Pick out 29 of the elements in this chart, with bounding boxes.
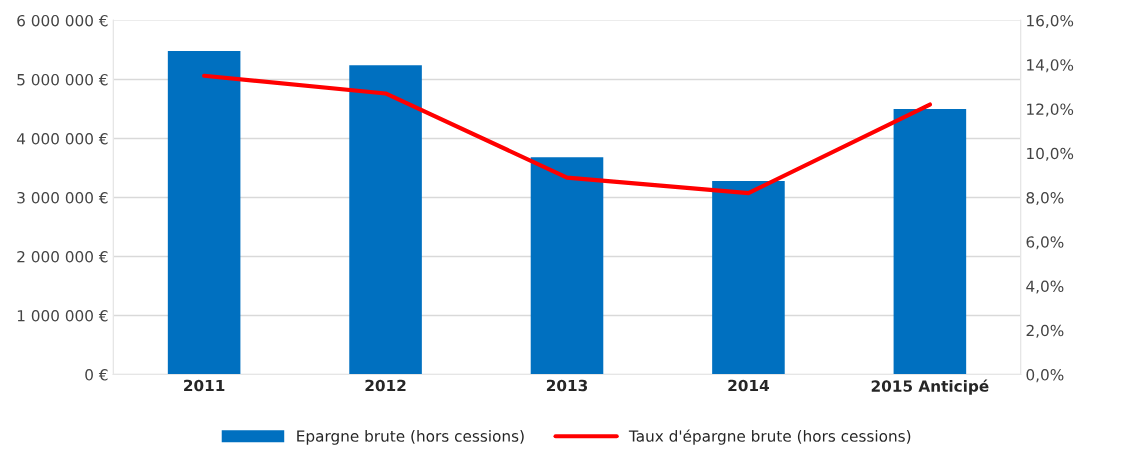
- y-tick-label: 6 000 000 €: [17, 14, 108, 27]
- line-series: [202, 73, 932, 196]
- legend-label: Epargne brute (hors cessions): [297, 430, 524, 445]
- bar: [349, 65, 422, 375]
- x-tick-label: 2011: [184, 379, 225, 392]
- x-tick-label: 2015 Anticipé: [871, 379, 989, 395]
- y2-tick-label: 12,0%: [1027, 103, 1074, 117]
- x-tick-label: 2013: [546, 379, 588, 392]
- y-tick-label: 4 000 000 €: [16, 132, 108, 145]
- y-tick-label: 1 000 000 €: [17, 310, 108, 322]
- y2-tick-label: 14,0%: [1027, 59, 1074, 73]
- y2-tick-label: 6,0%: [1026, 236, 1064, 250]
- bar: [712, 180, 785, 375]
- legend-label: Taux d'épargne brute (hors cessions): [628, 429, 911, 445]
- y2-tick-label: 16,0%: [1027, 14, 1074, 29]
- x-tick-label: 2014: [728, 379, 769, 392]
- bar: [530, 157, 604, 375]
- y2-tick-label: 8,0%: [1026, 191, 1064, 206]
- x-tick-label: 2012: [365, 379, 406, 392]
- y-tick-label: 2 000 000 €: [17, 250, 108, 263]
- y-tick-label: 3 000 000 €: [17, 191, 108, 204]
- y-tick-label: 5 000 000 €: [17, 73, 108, 86]
- y2-tick-label: 0,0%: [1026, 369, 1064, 383]
- y-tick-label: 0 €: [85, 369, 108, 381]
- y2-tick-label: 10,0%: [1027, 147, 1074, 161]
- y2-tick-label: 4,0%: [1026, 280, 1064, 294]
- bar: [893, 108, 967, 375]
- y2-tick-label: 2,0%: [1026, 324, 1064, 338]
- bar: [167, 51, 241, 375]
